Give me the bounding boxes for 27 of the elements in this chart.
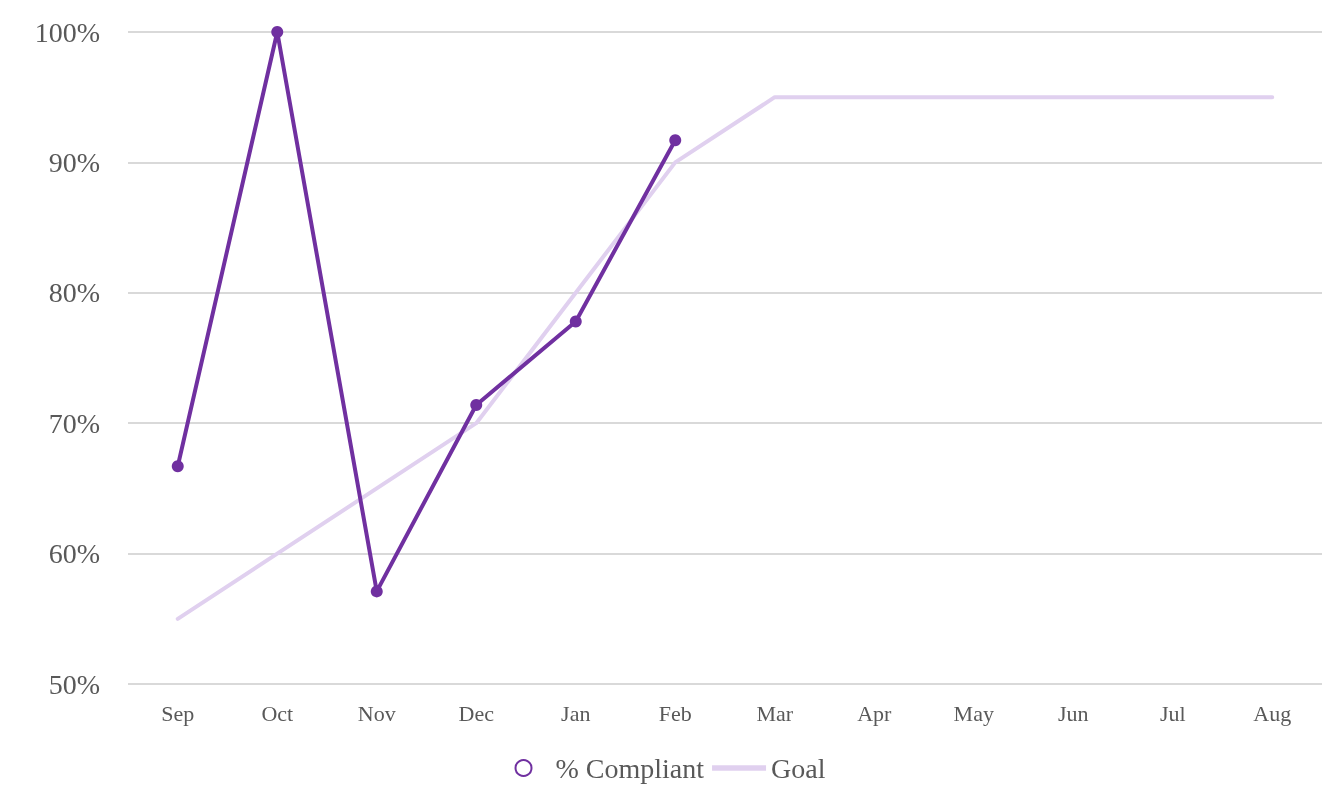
y-tick-label: 80%: [48, 277, 100, 309]
y-tick-label: 70%: [48, 407, 100, 439]
point: [569, 315, 582, 328]
legend-label: % Compliant: [555, 752, 705, 784]
x-tick-label: Feb: [658, 700, 692, 726]
point: [370, 585, 383, 598]
point: [669, 134, 682, 147]
y-tick-label: 50%: [48, 668, 100, 700]
legend-label: Goal: [771, 752, 826, 784]
x-tick-label: Nov: [357, 700, 396, 726]
line-series: [175, 95, 1275, 621]
point: [470, 398, 483, 411]
x-tick-label: Sep: [161, 700, 195, 726]
x-tick-label: Jun: [1057, 700, 1089, 726]
x-tick-label: May: [953, 700, 994, 726]
point: [171, 460, 184, 473]
x-tick-label: Jul: [1159, 700, 1186, 726]
point: [271, 26, 284, 38]
x-tick-label: Mar: [756, 700, 794, 726]
x-tick-label: Apr: [857, 700, 893, 726]
x-tick-label: Oct: [261, 700, 294, 726]
x-tick-label: Dec: [458, 700, 495, 726]
y-tick-label: 100%: [34, 16, 100, 48]
x-tick-label: Aug: [1253, 700, 1292, 726]
x-tick-label: Jan: [561, 700, 591, 726]
y-tick-label: 60%: [48, 538, 100, 570]
y-tick-label: 90%: [48, 146, 100, 178]
